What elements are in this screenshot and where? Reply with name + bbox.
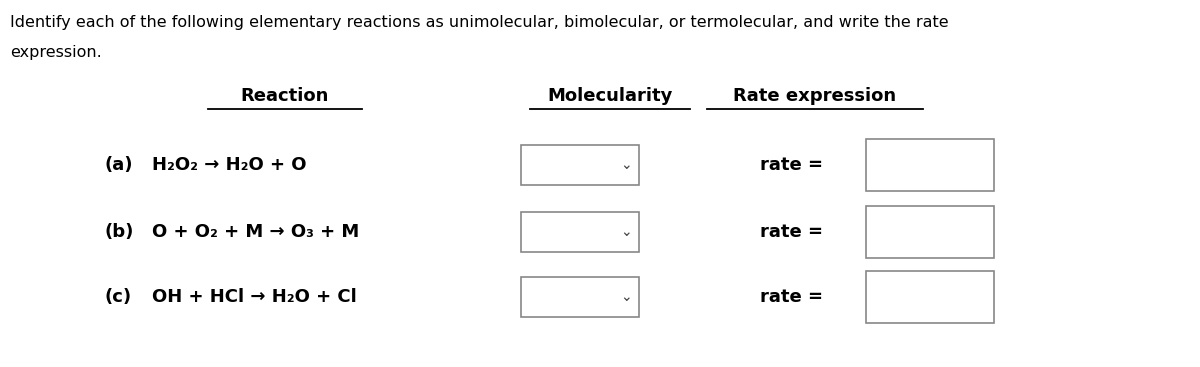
Bar [521,277,640,317]
Text: Reaction: Reaction [241,87,329,105]
Text: rate =: rate = [760,223,823,241]
Text: rate =: rate = [760,156,823,174]
Text: (c): (c) [106,288,132,306]
Text: (b): (b) [106,223,134,241]
Text: ⌄: ⌄ [620,225,632,239]
Text: Identify each of the following elementary reactions as unimolecular, bimolecular: Identify each of the following elementar… [10,15,949,30]
Text: ⌄: ⌄ [620,158,632,172]
Text: H₂O₂ → H₂O + O: H₂O₂ → H₂O + O [152,156,306,174]
Text: Rate expression: Rate expression [733,87,896,105]
Text: (a): (a) [106,156,133,174]
Text: OH + HCl → H₂O + Cl: OH + HCl → H₂O + Cl [152,288,356,306]
Text: expression.: expression. [10,45,102,60]
Bar [521,145,640,185]
Bar [866,271,994,323]
Bar [866,206,994,258]
Bar [866,139,994,191]
Text: O + O₂ + M → O₃ + M: O + O₂ + M → O₃ + M [152,223,359,241]
Text: ⌄: ⌄ [620,290,632,304]
Text: rate =: rate = [760,288,823,306]
Text: Molecularity: Molecularity [547,87,673,105]
Bar [521,212,640,252]
